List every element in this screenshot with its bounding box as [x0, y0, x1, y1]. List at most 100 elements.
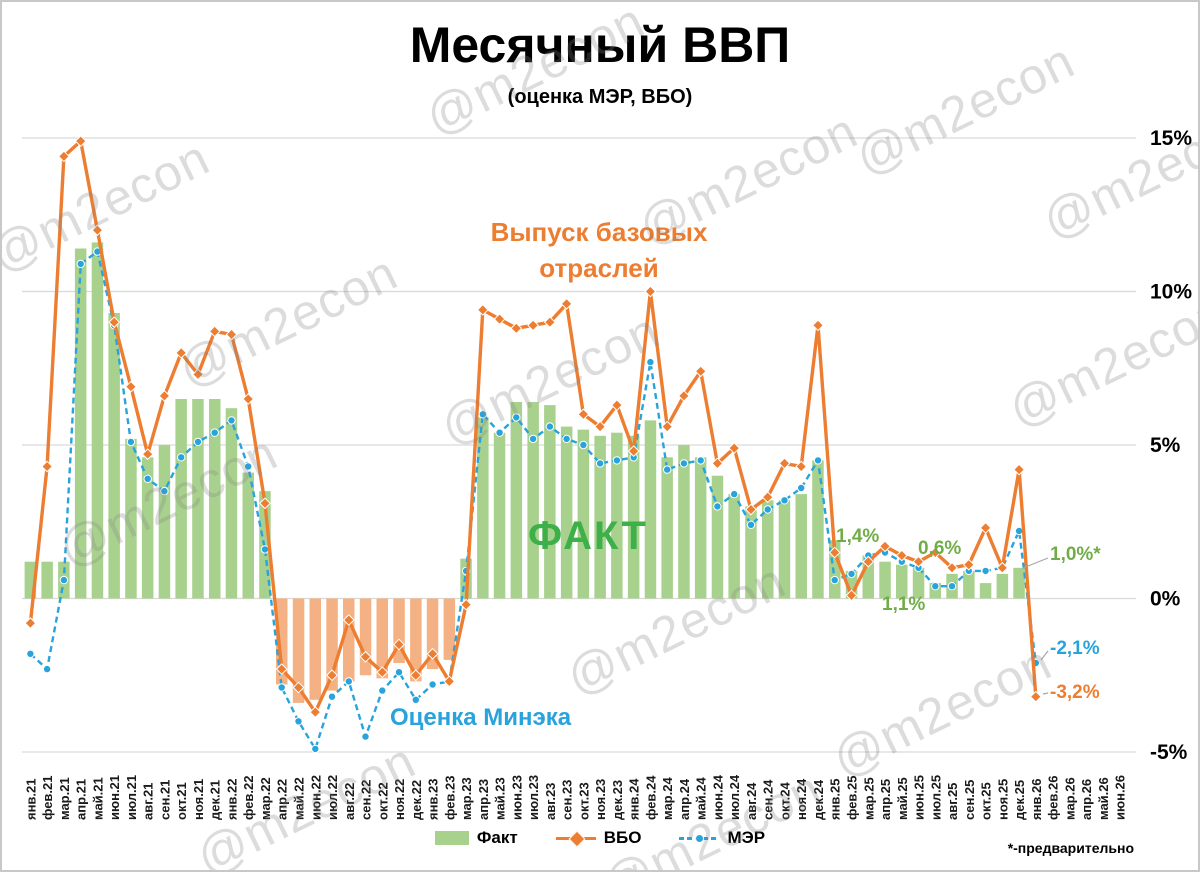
vbo-data-point — [577, 408, 590, 421]
mer-data-point — [931, 582, 940, 591]
x-axis-tick-label: июн.21 — [107, 775, 122, 820]
mer-data-point — [512, 413, 521, 422]
fact-bar — [929, 583, 941, 599]
x-axis-tick-label: мар.22 — [258, 777, 273, 820]
vbo-data-point — [24, 617, 37, 630]
mer-data-point — [126, 437, 136, 447]
fact-bar — [74, 248, 87, 599]
vbo-data-point — [661, 420, 674, 433]
legend: Факт ВБО МЭР — [2, 828, 1198, 848]
x-axis-tick-label: мар.21 — [57, 777, 72, 820]
x-axis-tick-label: июл.21 — [124, 775, 139, 820]
x-axis-tick-label: май.21 — [90, 777, 105, 820]
x-axis-tick-label: сен.24 — [761, 779, 776, 820]
vbo-data-point — [208, 325, 221, 338]
fact-bar — [627, 435, 640, 599]
fact-bar — [661, 457, 673, 599]
mer-line-swatch-icon — [679, 833, 720, 843]
x-axis-tick-label: мар.26 — [1062, 777, 1077, 820]
x-axis-tick-label: янв.25 — [828, 778, 843, 820]
vbo-data-point — [745, 503, 757, 516]
vbo-data-point — [862, 555, 875, 568]
y-axis-tick-label: -5% — [1150, 741, 1188, 764]
mer-data-point — [378, 686, 387, 695]
fact-bar — [862, 555, 874, 599]
fact-bar — [24, 561, 37, 599]
dec-2025-value-label: 1,0%* — [1050, 544, 1101, 565]
x-axis-tick-label: ноя.21 — [191, 779, 206, 820]
jan-2026-mer-value-label: -2,1% — [1050, 638, 1100, 659]
vbo-data-point — [175, 346, 188, 359]
x-axis-tick-label: апр.26 — [1079, 779, 1094, 820]
x-axis-tick-label: сен.23 — [560, 780, 575, 820]
x-axis-tick-label: авг.25 — [945, 783, 960, 820]
vbo-data-point — [610, 399, 623, 412]
chart-subtitle: (оценка МЭР, ВБО) — [507, 86, 693, 108]
x-axis-tick-label: янв.26 — [1029, 778, 1044, 820]
fact-bar — [829, 540, 841, 599]
x-axis-tick-label: апр.23 — [476, 779, 491, 820]
x-axis-tick-label: дек.22 — [409, 780, 424, 820]
x-axis-tick-label: фев.21 — [40, 776, 55, 821]
fact-bar — [527, 402, 539, 599]
vbo-data-point — [342, 614, 355, 626]
mer-data-point — [177, 453, 186, 462]
vbo-data-point — [728, 442, 741, 455]
fact-bar — [410, 598, 422, 682]
fact-bar — [443, 598, 456, 660]
mer-data-point — [294, 717, 303, 726]
x-axis-tick-label: дек.25 — [1012, 780, 1027, 820]
x-axis-tick-label: сен.25 — [962, 780, 977, 820]
chart-title: Месячный ВВП — [409, 17, 791, 73]
circle-marker-icon — [695, 833, 705, 843]
y-axis-tick-label: 0% — [1150, 588, 1181, 611]
mer-data-point — [780, 496, 789, 505]
vbo-data-point — [644, 285, 657, 298]
y-axis-tick-label: 10% — [1150, 281, 1192, 304]
mer-data-point — [327, 692, 337, 701]
x-axis-tick-label: апр.24 — [677, 778, 692, 820]
x-axis-tick-label: май.23 — [493, 777, 508, 820]
x-axis-tick-label: окт.21 — [174, 782, 189, 820]
vbo-data-point — [409, 669, 422, 682]
x-axis-tick-label: июн.26 — [1113, 775, 1128, 820]
x-axis-tick-label: авг.21 — [141, 783, 156, 820]
vbo-data-point — [761, 491, 774, 504]
fact-series-annotation: ФАКТ — [528, 514, 648, 558]
x-axis-tick-label: апр.22 — [275, 779, 290, 820]
x-axis-tick-label: авг.22 — [342, 783, 357, 820]
vbo-data-point — [124, 380, 137, 393]
x-axis-tick-label: апр.25 — [878, 779, 893, 820]
x-axis-tick-label: янв.24 — [627, 778, 642, 820]
x-axis-tick-label: ноя.23 — [593, 779, 608, 820]
x-axis-tick-label: май.24 — [694, 776, 709, 820]
fact-bar — [544, 405, 556, 599]
mer-data-point — [981, 566, 990, 576]
vbo-data-point — [510, 322, 523, 335]
vbo-data-point — [309, 706, 322, 719]
vbo-data-point — [979, 521, 992, 534]
fact-bar — [912, 567, 925, 599]
fact-bar — [694, 457, 707, 599]
fact-bar — [343, 598, 355, 682]
x-axis-tick-label: дек.23 — [610, 780, 625, 820]
mer-data-point — [210, 428, 219, 437]
legend-item-vbo: ВБО — [555, 828, 641, 848]
vbo-data-point — [962, 558, 975, 571]
vbo-data-point — [376, 666, 389, 679]
mer-data-point — [579, 440, 588, 450]
mer-data-point — [76, 259, 85, 269]
diamond-marker-icon — [568, 830, 586, 847]
mer-data-point — [411, 695, 420, 704]
mer-data-point — [746, 520, 756, 529]
x-axis-tick-label: фев.25 — [845, 776, 860, 821]
mer-data-point — [42, 664, 52, 674]
mer-data-point — [1014, 526, 1024, 536]
mer-data-point — [160, 486, 169, 496]
fact-bar — [879, 561, 891, 599]
mer-data-point — [813, 456, 823, 465]
fact-bar — [158, 445, 171, 599]
vbo-data-point — [225, 328, 238, 341]
q3-2025-value-label: 0,6% — [918, 538, 962, 559]
legend-label-mer: МЭР — [727, 828, 766, 847]
